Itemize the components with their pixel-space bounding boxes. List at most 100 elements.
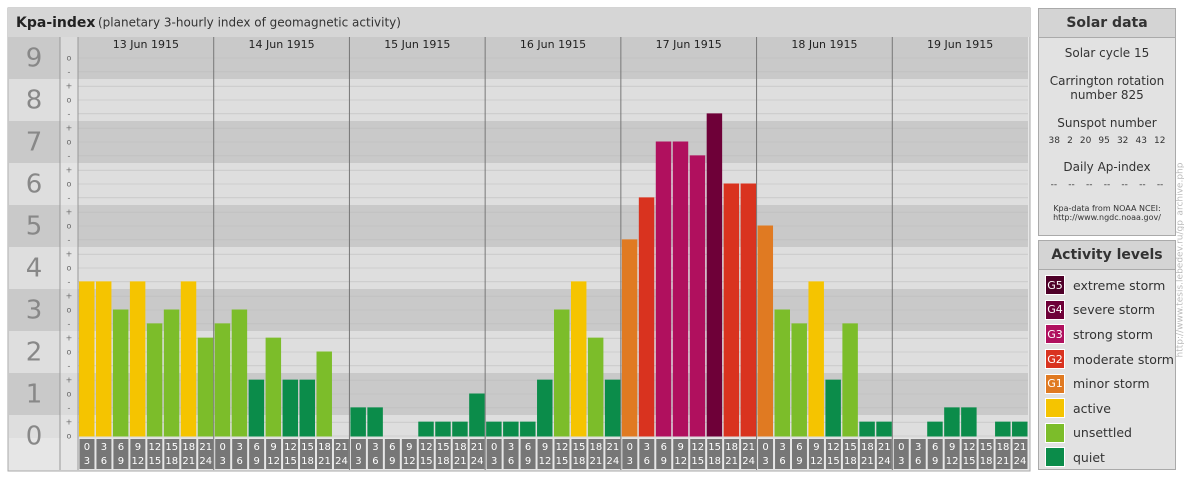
hour-label: 15 <box>420 456 433 467</box>
hour-label: 3 <box>101 442 107 453</box>
bar <box>197 337 214 437</box>
hour-label: 0 <box>220 442 226 453</box>
hour-label: 6 <box>525 442 531 453</box>
legend-swatch: G2 <box>1045 349 1065 370</box>
hour-label: 9 <box>813 442 819 453</box>
hour-cell <box>724 439 740 469</box>
hour-cell <box>401 439 417 469</box>
source-url: http://www.ngdc.noaa.gov/ <box>1053 213 1161 222</box>
sunspot-row: 38 2 20 95 32 43 12 <box>1039 136 1175 146</box>
hour-label: 3 <box>898 456 904 467</box>
hour-cell <box>995 439 1011 469</box>
day-label: 19 Jun 1915 <box>927 38 993 51</box>
hour-label: 18 <box>725 442 738 453</box>
legend-item: G4 severe storm <box>1039 298 1175 323</box>
minor-tick-label: - <box>68 193 71 202</box>
hour-label: 3 <box>627 456 633 467</box>
hour-cell <box>639 439 655 469</box>
hour-label: 12 <box>810 456 823 467</box>
legend-label: extreme storm <box>1073 277 1166 293</box>
hour-label: 15 <box>691 456 704 467</box>
hour-label: 9 <box>542 442 548 453</box>
hour-cell <box>893 439 909 469</box>
hour-cell <box>910 439 926 469</box>
hour-label: 3 <box>236 442 242 453</box>
legend-item: G1 minor storm <box>1039 371 1175 396</box>
hour-cell <box>792 439 807 469</box>
hour-cell <box>350 439 366 469</box>
y-tick-label: 4 <box>26 254 43 284</box>
hour-cell <box>520 439 536 469</box>
hour-label: 18 <box>454 442 467 453</box>
minor-tick-label: + <box>66 376 73 385</box>
bar <box>757 225 774 437</box>
hour-label: 3 <box>779 442 785 453</box>
hour-label: 9 <box>406 442 412 453</box>
bar <box>367 407 383 437</box>
minor-tick-label: - <box>68 151 71 160</box>
hour-label: 3 <box>644 442 650 453</box>
bar <box>95 281 112 437</box>
hour-label: 6 <box>389 442 395 453</box>
hour-cell <box>113 439 129 469</box>
hour-cell <box>452 439 468 469</box>
bar <box>876 421 892 437</box>
hour-cell <box>571 439 587 469</box>
hour-label: 24 <box>199 456 212 467</box>
ap-value: -- <box>1068 180 1075 190</box>
bar <box>435 421 451 437</box>
hour-cell <box>537 439 553 469</box>
hour-label: 24 <box>335 456 348 467</box>
bar <box>740 183 757 437</box>
hour-label: 15 <box>437 442 450 453</box>
hour-label: 18 <box>861 442 874 453</box>
y-tick-label: 2 <box>26 338 43 368</box>
bar <box>112 309 129 437</box>
bar <box>299 379 315 437</box>
hour-label: 15 <box>980 442 993 453</box>
bar <box>520 421 536 437</box>
bar <box>1012 421 1028 437</box>
hour-label: 15 <box>708 442 721 453</box>
hour-label: 21 <box>725 456 738 467</box>
bar <box>842 323 858 437</box>
bar <box>723 183 740 437</box>
hour-cell <box>435 439 451 469</box>
legend-label: quiet <box>1073 449 1105 465</box>
hour-cell <box>927 439 943 469</box>
hour-label: 24 <box>1014 456 1027 467</box>
rotation: Carrington rotation number 825 <box>1049 74 1165 102</box>
hour-label: 18 <box>590 442 603 453</box>
minor-tick-label: + <box>66 82 73 91</box>
bar <box>604 379 621 437</box>
minor-tick-label: o <box>67 96 72 105</box>
hour-label: 18 <box>708 456 721 467</box>
hour-label: 9 <box>932 456 938 467</box>
bar <box>537 379 553 437</box>
y-tick-label: 7 <box>26 128 43 158</box>
panel-title: Activity levels <box>1039 241 1175 270</box>
hour-label: 21 <box>335 442 348 453</box>
hour-label: 21 <box>878 442 891 453</box>
hour-label: 0 <box>355 442 361 453</box>
bar <box>248 379 265 437</box>
minor-tick-label: + <box>66 418 73 427</box>
bar <box>265 337 282 437</box>
hour-cell <box>758 439 774 469</box>
legend-item: quiet <box>1039 445 1175 470</box>
minor-tick-label: o <box>67 54 72 63</box>
hour-cell <box>707 439 723 469</box>
hour-label: 24 <box>742 456 755 467</box>
hour-label: 12 <box>691 442 704 453</box>
hour-label: 24 <box>878 456 891 467</box>
hour-label: 21 <box>454 456 467 467</box>
hour-cell <box>79 439 95 469</box>
hour-label: 3 <box>915 442 921 453</box>
y-tick-label: 5 <box>26 212 43 242</box>
ap-value: -- <box>1103 180 1111 190</box>
hour-cell <box>554 439 570 469</box>
bar <box>146 323 163 437</box>
bar <box>180 281 197 437</box>
minor-tick-label: o <box>67 390 72 399</box>
